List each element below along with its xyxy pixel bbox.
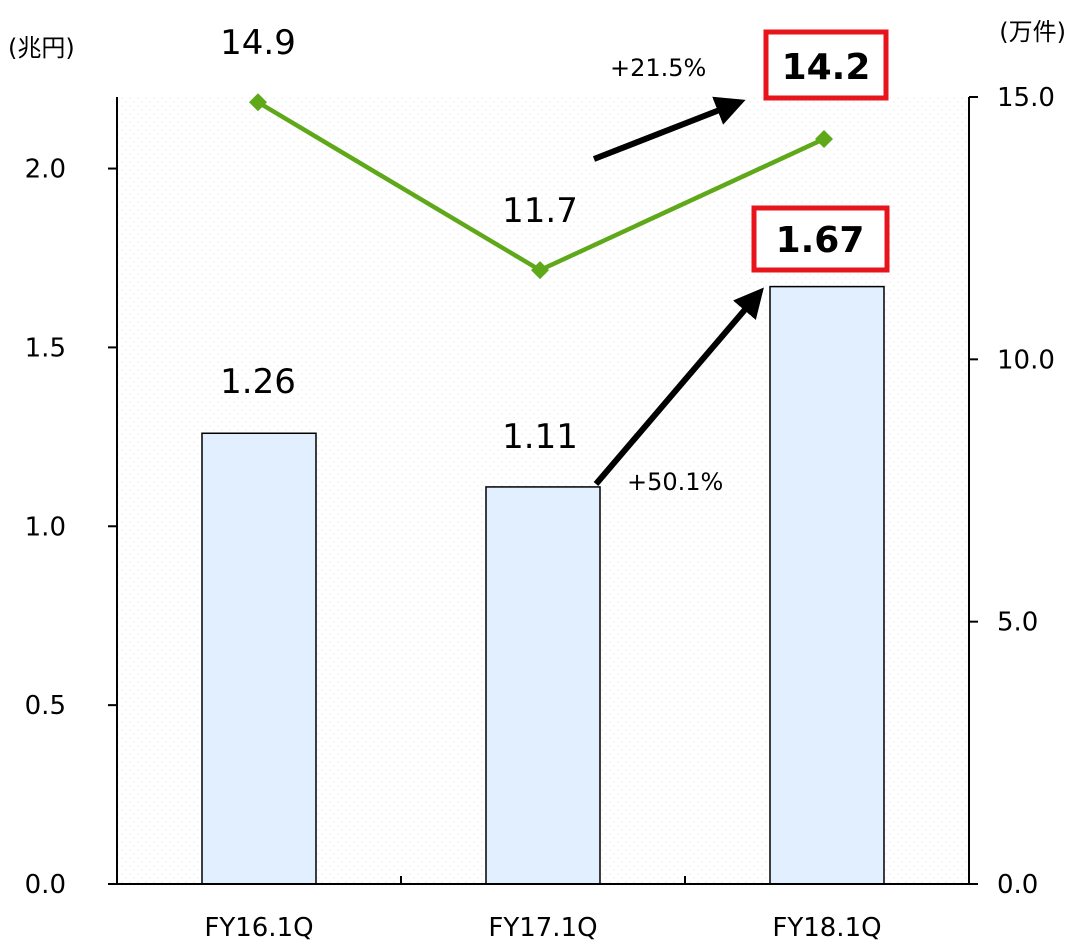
line-point-fy17-1q [531,261,549,280]
left-tick-label: 2.0 [25,155,66,185]
line-point-fy18-1q [815,129,833,148]
left-tick-label: 0.5 [25,691,66,721]
highlight-box-bar [751,205,890,273]
right-axis-unit: (万件) [999,18,1066,46]
category-label: FY17.1Q [488,913,597,943]
highlight-box-line [763,29,889,101]
bar-growth-arrow [593,287,764,486]
bar-value-label: 1.11 [502,417,578,457]
bar-value-label: 1.26 [220,362,296,402]
right-tick-label: 0.0 [997,870,1038,900]
line-growth-label: +21.5% [610,54,706,82]
right-tick-label: 15.0 [997,83,1055,113]
line-point-fy16-1q [249,93,267,112]
line-value-label: 11.7 [502,191,578,231]
left-tick-label: 1.5 [25,333,66,363]
right-tick-label: 10.0 [997,345,1055,375]
line-growth-arrow [592,96,746,162]
left-tick-label: 0.0 [25,870,66,900]
bar-value-label-highlight: 1.67 [776,220,865,261]
right-tick-label: 5.0 [997,608,1038,638]
category-label: FY16.1Q [204,913,313,943]
bar-fy17-1q [485,486,601,885]
line-value-label: 14.9 [220,23,296,63]
left-axis-unit: (兆円) [8,34,75,62]
bar-fy16-1q [201,432,317,885]
bar-fy18-1q [769,285,885,885]
category-label: FY18.1Q [772,913,881,943]
left-tick-label: 1.0 [25,512,66,542]
bar-growth-label: +50.1% [627,468,723,496]
line-value-label-highlight: 14.2 [782,47,871,88]
